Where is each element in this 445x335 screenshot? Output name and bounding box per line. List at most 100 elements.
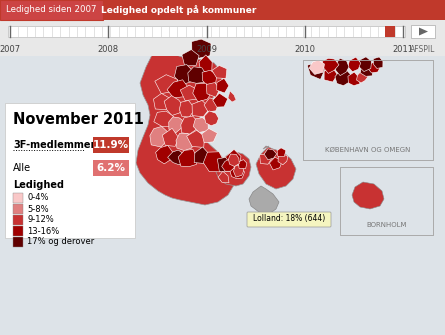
- Bar: [13, 215, 23, 225]
- Polygon shape: [154, 111, 174, 127]
- Text: Ledighed: Ledighed: [13, 180, 64, 190]
- Bar: [385, 26, 395, 37]
- Polygon shape: [419, 27, 428, 36]
- Text: 9-12%: 9-12%: [27, 215, 54, 224]
- Polygon shape: [192, 100, 210, 117]
- Polygon shape: [230, 167, 245, 179]
- Polygon shape: [188, 67, 206, 83]
- Polygon shape: [203, 152, 224, 172]
- Bar: [5, 103, 135, 238]
- Polygon shape: [222, 159, 235, 171]
- Text: 2011: 2011: [392, 46, 413, 55]
- Text: 13-16%: 13-16%: [27, 226, 59, 236]
- Polygon shape: [277, 148, 286, 156]
- Polygon shape: [260, 154, 271, 164]
- Polygon shape: [269, 157, 282, 170]
- Bar: [13, 237, 23, 247]
- Polygon shape: [167, 80, 189, 98]
- Polygon shape: [324, 67, 337, 82]
- FancyBboxPatch shape: [247, 212, 331, 227]
- Text: 6.2%: 6.2%: [97, 163, 125, 173]
- Text: Alle: Alle: [13, 163, 31, 173]
- Bar: [303, 60, 433, 160]
- Polygon shape: [249, 186, 279, 214]
- Polygon shape: [192, 39, 211, 58]
- Polygon shape: [368, 62, 381, 73]
- Text: 5-8%: 5-8%: [27, 204, 49, 213]
- Polygon shape: [234, 165, 244, 177]
- Polygon shape: [348, 57, 360, 72]
- Polygon shape: [206, 82, 220, 97]
- Polygon shape: [164, 96, 183, 116]
- Polygon shape: [352, 182, 384, 209]
- Text: 2007: 2007: [0, 46, 20, 55]
- Polygon shape: [217, 78, 229, 93]
- Polygon shape: [174, 65, 194, 85]
- Polygon shape: [193, 83, 213, 102]
- Polygon shape: [256, 146, 296, 189]
- Polygon shape: [360, 66, 373, 76]
- Polygon shape: [178, 149, 197, 166]
- Text: 11.9%: 11.9%: [93, 140, 129, 150]
- Polygon shape: [373, 57, 383, 68]
- Polygon shape: [176, 133, 193, 151]
- Bar: [411, 25, 435, 38]
- Polygon shape: [182, 50, 199, 66]
- Bar: [340, 167, 433, 235]
- Polygon shape: [239, 160, 247, 169]
- Bar: [105, 0, 253, 20]
- Text: KØBENHAVN OG OMEGN: KØBENHAVN OG OMEGN: [325, 147, 411, 153]
- Bar: [13, 204, 23, 214]
- Polygon shape: [309, 60, 324, 74]
- Polygon shape: [193, 118, 208, 132]
- Polygon shape: [180, 85, 197, 100]
- Polygon shape: [194, 147, 210, 163]
- Bar: [0, 0, 103, 20]
- Text: BORNHOLM: BORNHOLM: [366, 222, 407, 228]
- Text: 2010: 2010: [294, 46, 315, 55]
- Polygon shape: [228, 91, 236, 102]
- Text: Ledighed siden 2007: Ledighed siden 2007: [6, 5, 97, 14]
- Polygon shape: [322, 58, 339, 73]
- Polygon shape: [204, 111, 218, 126]
- Text: 17% og derover: 17% og derover: [27, 238, 94, 247]
- Polygon shape: [348, 72, 360, 86]
- Polygon shape: [162, 128, 178, 146]
- Bar: [93, 137, 129, 153]
- Polygon shape: [336, 58, 349, 76]
- Bar: [13, 193, 23, 203]
- Polygon shape: [181, 116, 198, 134]
- Polygon shape: [186, 130, 205, 147]
- Polygon shape: [202, 70, 217, 86]
- Text: Lolland: 18% (644): Lolland: 18% (644): [253, 214, 325, 223]
- Polygon shape: [204, 98, 219, 112]
- Text: 2009: 2009: [196, 46, 217, 55]
- Text: 3F-medlemmer: 3F-medlemmer: [13, 140, 95, 150]
- Text: 2008: 2008: [98, 46, 119, 55]
- Polygon shape: [202, 129, 218, 143]
- Polygon shape: [168, 150, 185, 165]
- Polygon shape: [136, 43, 234, 205]
- Text: AFSPIL: AFSPIL: [410, 46, 436, 55]
- Polygon shape: [359, 57, 372, 72]
- Bar: [93, 160, 129, 176]
- Polygon shape: [226, 149, 241, 165]
- Bar: [340, 167, 433, 235]
- Polygon shape: [228, 154, 239, 166]
- Polygon shape: [199, 55, 212, 72]
- Polygon shape: [156, 145, 173, 164]
- Polygon shape: [150, 126, 168, 147]
- Polygon shape: [218, 171, 229, 183]
- Text: 0-4%: 0-4%: [27, 194, 49, 202]
- Text: November 2011: November 2011: [13, 112, 144, 127]
- Bar: [0, 0, 445, 20]
- Polygon shape: [155, 75, 178, 93]
- Polygon shape: [212, 66, 227, 78]
- Polygon shape: [216, 152, 251, 186]
- Polygon shape: [335, 70, 352, 86]
- Polygon shape: [278, 154, 288, 165]
- Polygon shape: [217, 157, 238, 172]
- Polygon shape: [264, 149, 277, 160]
- Bar: [303, 60, 433, 160]
- Bar: [13, 226, 23, 236]
